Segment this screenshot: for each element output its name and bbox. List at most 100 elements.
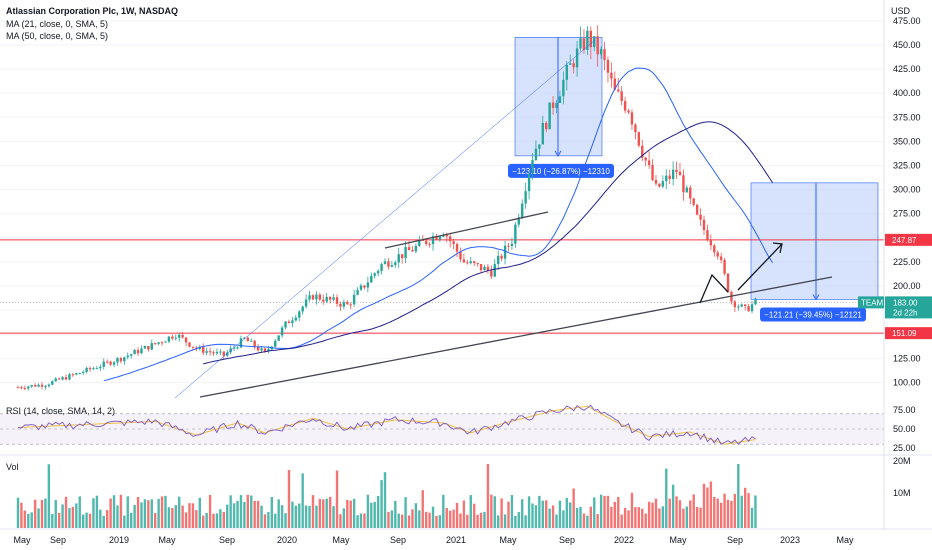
candle-body: [318, 294, 322, 300]
volume-bar: [359, 513, 363, 528]
volume-bar: [514, 515, 517, 528]
volume-bar: [476, 514, 479, 528]
volume-bar: [579, 506, 582, 528]
volume-bar: [81, 514, 85, 528]
volume-bar: [613, 501, 617, 528]
candle-body: [531, 160, 534, 174]
candle-body: [92, 368, 95, 370]
candle-body: [716, 252, 719, 257]
volume-bar: [236, 500, 239, 528]
candle-body: [517, 217, 520, 225]
volume-bar: [435, 515, 438, 528]
candle-body: [493, 264, 496, 277]
volume-legend[interactable]: Vol: [6, 462, 19, 472]
candle-body: [603, 49, 606, 61]
volume-bar: [328, 496, 332, 528]
measure-label: −121.21 (−39.45%) −12121: [764, 310, 862, 319]
candle-body: [256, 346, 260, 351]
volume-bar: [205, 512, 208, 528]
y-tick-label: 100.00: [893, 377, 921, 387]
volume-bar: [229, 495, 232, 528]
candle-body: [370, 275, 373, 283]
horizontal-levels[interactable]: [0, 239, 884, 334]
volume-bar: [627, 510, 630, 528]
volume-bar: [634, 507, 637, 528]
candle-body: [692, 198, 695, 205]
candle-body: [555, 102, 558, 108]
candle-body: [47, 384, 51, 387]
candle-body: [599, 49, 603, 55]
candle-body: [102, 361, 105, 367]
projection-arrowhead: [772, 242, 783, 254]
candle-body: [593, 36, 596, 48]
volume-bar: [47, 464, 51, 528]
volume-bar: [658, 508, 661, 528]
x-tick-label: Sep: [219, 535, 235, 545]
volume-bar: [404, 497, 407, 528]
y-tick-label: 200.00: [893, 281, 921, 291]
candle-body: [733, 301, 737, 308]
candle-body: [689, 187, 692, 199]
candle-body: [356, 289, 359, 295]
volume-bar: [716, 498, 719, 528]
volume-bar: [335, 470, 339, 528]
candle-body: [335, 297, 339, 304]
candle-body: [88, 367, 92, 370]
candle-body: [459, 251, 462, 260]
volume-bar: [136, 496, 140, 528]
ma50-legend[interactable]: MA (50, close, 0, SMA, 5): [6, 31, 109, 41]
measure-arrowhead: [812, 294, 820, 301]
candle-body: [521, 203, 524, 218]
candle-body: [263, 348, 267, 352]
volume-bar: [123, 515, 126, 528]
volume-bar: [733, 493, 737, 528]
volume-bar: [178, 496, 181, 528]
volume-bar: [232, 503, 236, 528]
volume-bar: [500, 498, 503, 528]
volume-bar: [641, 508, 644, 528]
volume-bar: [57, 512, 61, 528]
candle-body: [503, 245, 507, 259]
volume-bar: [610, 506, 613, 528]
y-tick-label: 125.00: [893, 353, 921, 363]
volume-bar: [140, 502, 143, 528]
vol-tick-label: 20M: [893, 456, 911, 466]
price-axis[interactable]: 475.00 450.00 425.00 400.00 375.00 350.00 325.…: [883, 0, 921, 529]
volume-bar: [713, 496, 716, 528]
rsi-pane: [0, 404, 932, 456]
candle-body: [476, 263, 479, 265]
volume-bar: [215, 513, 219, 528]
volume-bar: [531, 503, 534, 528]
volume-bar: [212, 513, 215, 528]
time-axis[interactable]: May Sep 2019 May Sep 2020 May Sep 2021 May Sep 2022…: [13, 535, 854, 545]
candle-body: [363, 285, 366, 288]
candle-body: [695, 204, 699, 215]
candle-body: [40, 384, 44, 387]
x-tick-label: May: [332, 535, 350, 545]
y-tick-label: 350.00: [893, 136, 921, 146]
candle-body: [30, 385, 33, 387]
candle-body: [85, 367, 88, 373]
x-tick-label: 2022: [614, 535, 634, 545]
x-tick-label: May: [499, 535, 517, 545]
ma21-legend[interactable]: MA (21, close, 0, SMA, 5): [6, 19, 109, 29]
volume-bar: [671, 484, 675, 528]
x-tick-label: 2020: [277, 535, 297, 545]
volume-bar: [263, 514, 267, 528]
volume-bar: [599, 494, 603, 528]
candle-body: [435, 236, 438, 240]
candle-body: [274, 340, 277, 347]
candle-body: [332, 297, 335, 300]
candle-body: [20, 387, 23, 389]
volume-bar: [191, 503, 195, 528]
volume-bar: [596, 514, 599, 528]
volume-bar: [68, 508, 71, 528]
volume-bar: [30, 512, 33, 528]
volume-bar: [126, 496, 129, 528]
candle-body: [253, 340, 256, 347]
rsi-legend[interactable]: RSI (14, close, SMA, 14, 2): [6, 406, 116, 416]
trend-drawings[interactable]: [174, 39, 833, 399]
candle-body: [160, 342, 164, 344]
candle-body: [551, 102, 555, 108]
